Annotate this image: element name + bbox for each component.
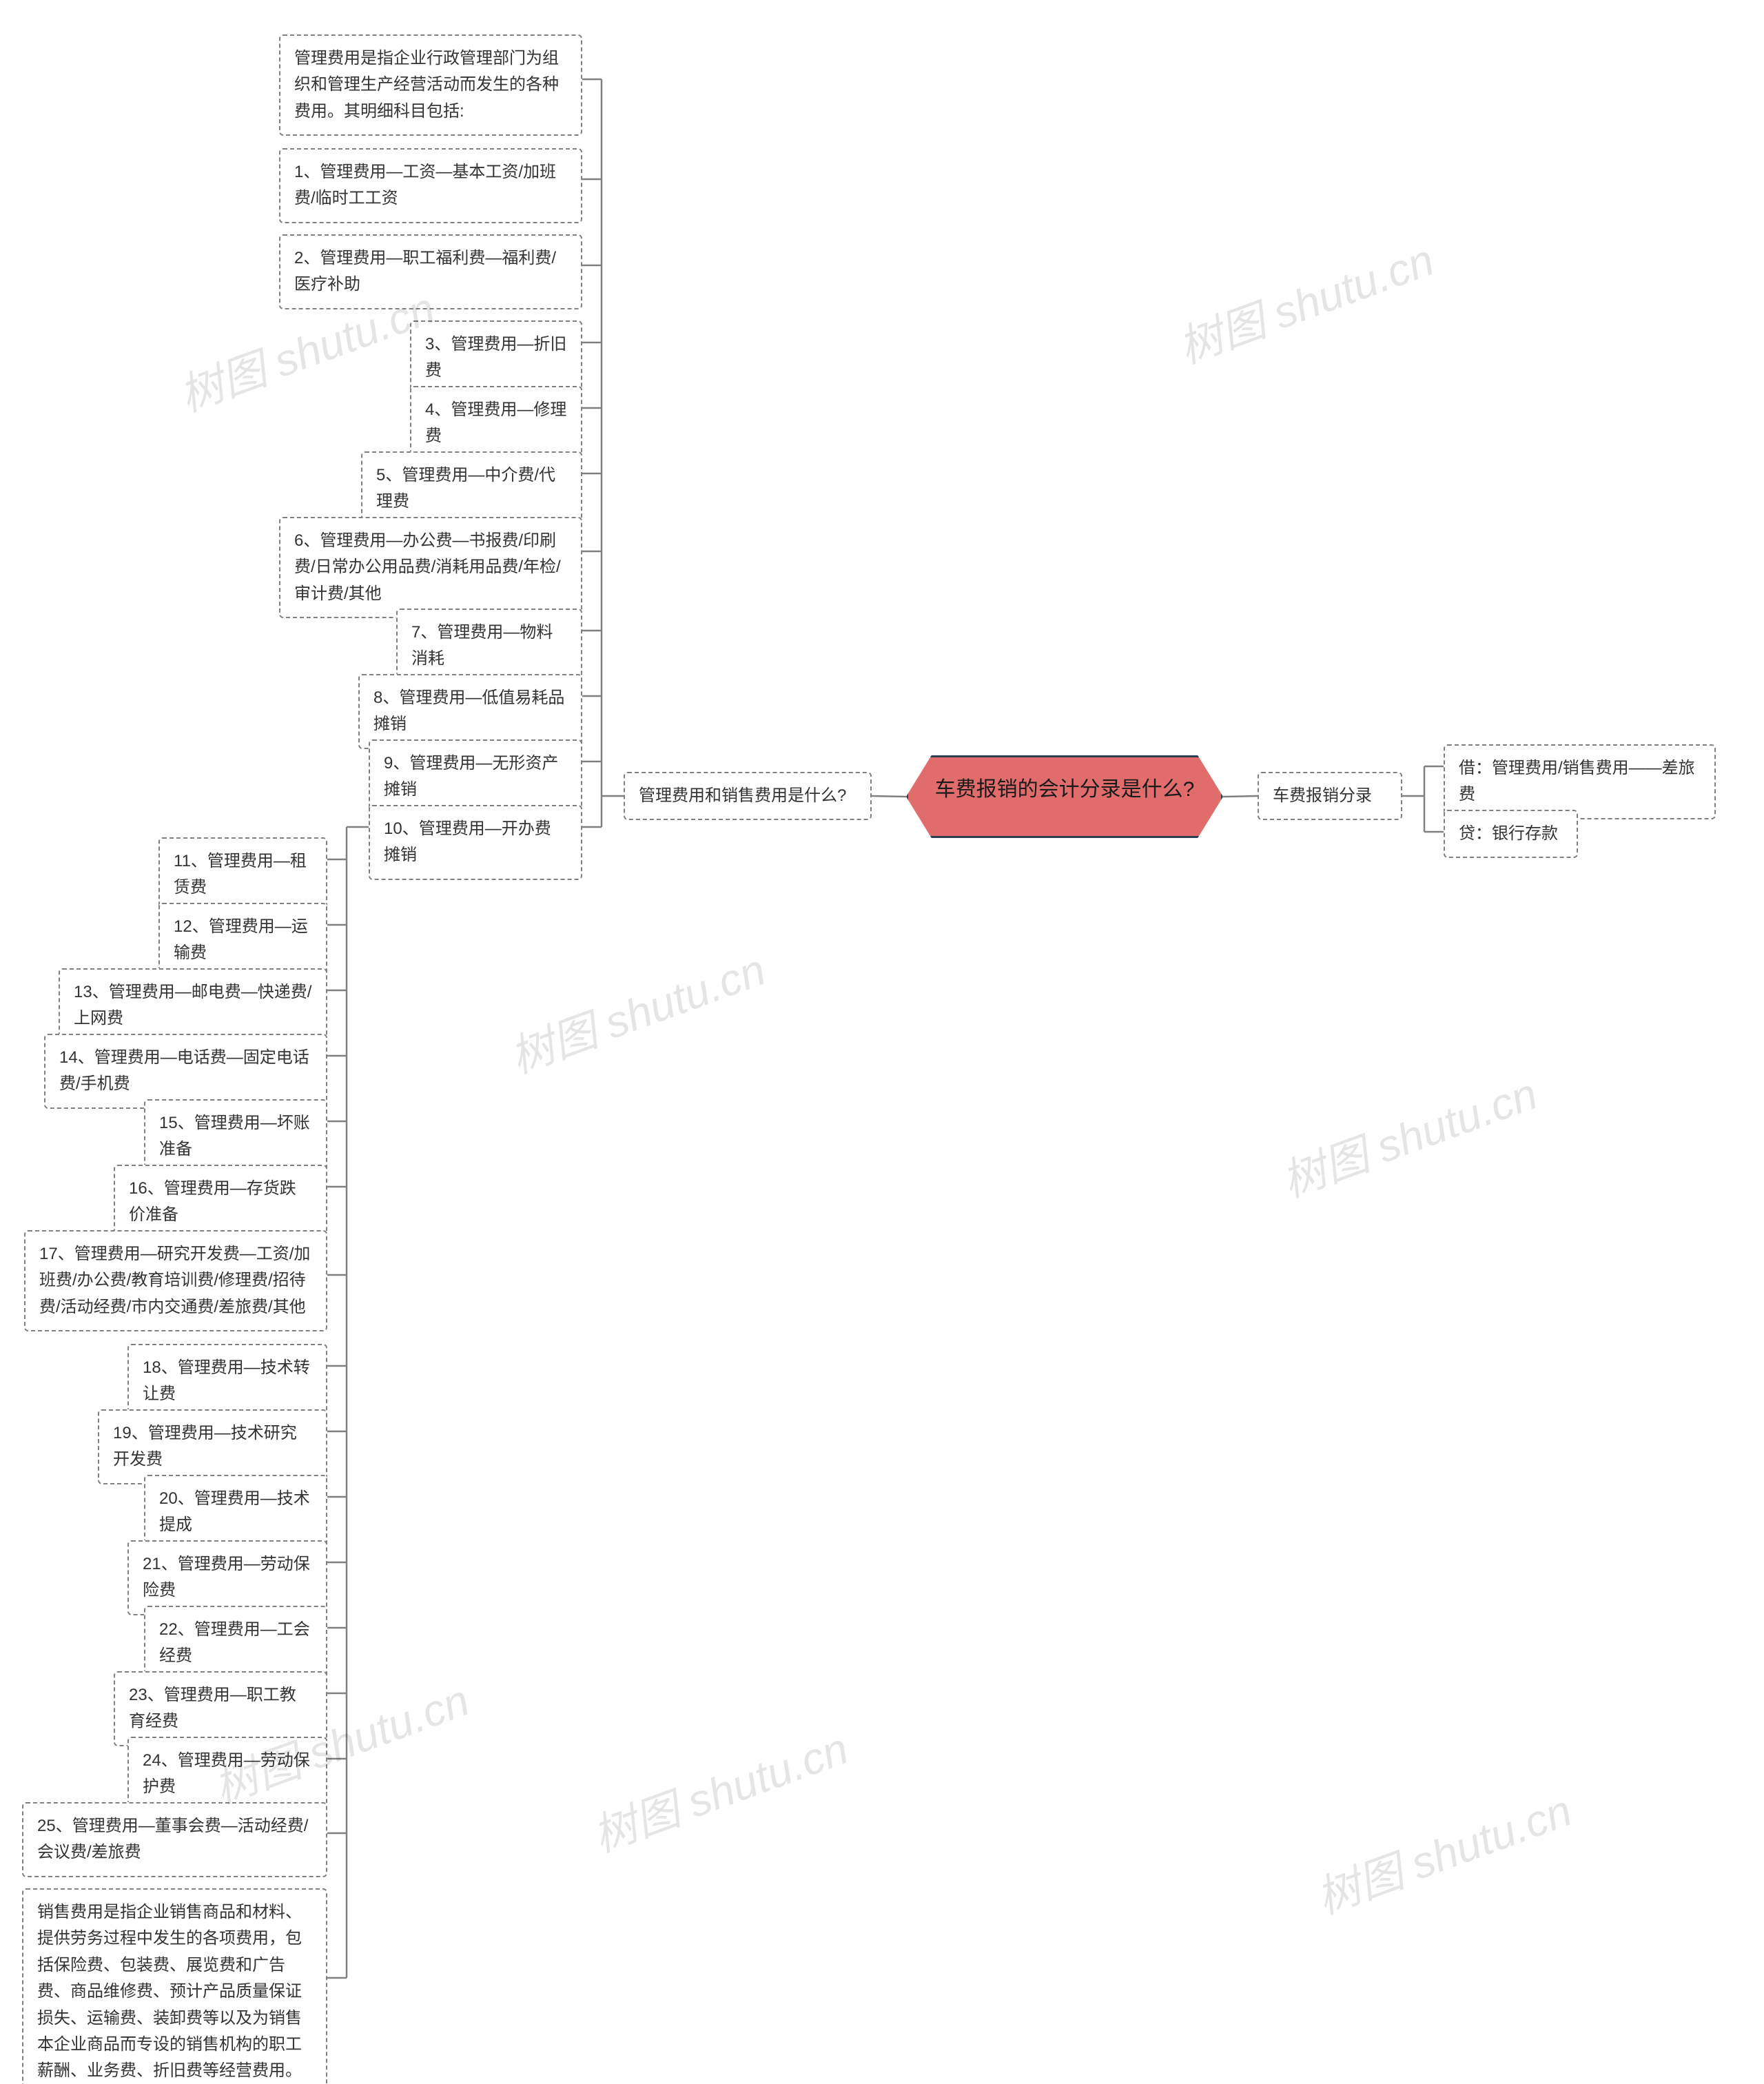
node-label: 管理费用和销售费用是什么? xyxy=(639,783,857,809)
node-label: 借：管理费用/销售费用——差旅费 xyxy=(1459,755,1701,808)
node-label: 13、管理费用—邮电费—快递费/上网费 xyxy=(74,979,312,1032)
node-label: 22、管理费用—工会经费 xyxy=(159,1617,312,1670)
node-l9: 8、管理费用—低值易耗品摊销 xyxy=(358,674,582,749)
node-l7: 6、管理费用—办公费—书报费/印刷费/日常办公用品费/消耗用品费/年检/审计费/… xyxy=(279,517,582,618)
node-l4: 3、管理费用—折旧费 xyxy=(410,320,582,396)
node-l11: 10、管理费用—开办费摊销 xyxy=(369,805,582,880)
node-s20: 20、管理费用—技术提成 xyxy=(144,1475,327,1550)
node-l10: 9、管理费用—无形资产摊销 xyxy=(369,739,582,815)
node-label: 3、管理费用—折旧费 xyxy=(425,331,567,385)
node-l1: 管理费用是指企业行政管理部门为组织和管理生产经营活动而发生的各种费用。其明细科目… xyxy=(279,34,582,136)
node-label: 7、管理费用—物料消耗 xyxy=(411,620,567,673)
node-label: 12、管理费用—运输费 xyxy=(174,914,312,967)
node-label: 19、管理费用—技术研究开发费 xyxy=(113,1420,312,1473)
node-s19: 19、管理费用—技术研究开发费 xyxy=(98,1409,327,1484)
node-label: 5、管理费用—中介费/代理费 xyxy=(376,462,567,515)
node-label: 18、管理费用—技术转让费 xyxy=(143,1355,312,1408)
node-r1: 借：管理费用/销售费用——差旅费 xyxy=(1444,744,1716,819)
node-s15: 15、管理费用—坏账准备 xyxy=(144,1099,327,1174)
node-l3: 2、管理费用—职工福利费—福利费/医疗补助 xyxy=(279,234,582,309)
node-r2: 贷：银行存款 xyxy=(1444,810,1578,858)
watermark: 树图 shutu.cn xyxy=(583,1713,856,1864)
watermark: 树图 shutu.cn xyxy=(1169,225,1442,376)
watermark: 树图 shutu.cn xyxy=(1306,1775,1579,1926)
node-s14: 14、管理费用—电话费—固定电话费/手机费 xyxy=(44,1034,327,1109)
node-label: 8、管理费用—低值易耗品摊销 xyxy=(373,685,567,738)
node-s12: 12、管理费用—运输费 xyxy=(158,903,327,978)
node-s18: 18、管理费用—技术转让费 xyxy=(127,1344,327,1419)
node-label: 车费报销分录 xyxy=(1273,783,1387,809)
node-label: 21、管理费用—劳动保险费 xyxy=(143,1551,312,1604)
node-label: 24、管理费用—劳动保护费 xyxy=(143,1748,312,1801)
node-s22: 22、管理费用—工会经费 xyxy=(144,1606,327,1681)
node-l6: 5、管理费用—中介费/代理费 xyxy=(361,451,582,527)
watermark: 树图 shutu.cn xyxy=(1272,1059,1545,1209)
node-label: 16、管理费用—存货跌价准备 xyxy=(129,1176,312,1229)
node-s23: 23、管理费用—职工教育经费 xyxy=(114,1671,327,1746)
node-label: 25、管理费用—董事会费—活动经费/会议费/差旅费 xyxy=(37,1813,312,1866)
node-l8: 7、管理费用—物料消耗 xyxy=(396,609,582,684)
node-label: 15、管理费用—坏账准备 xyxy=(159,1110,312,1163)
node-label: 14、管理费用—电话费—固定电话费/手机费 xyxy=(59,1045,312,1098)
root-node: 车费报销的会计分录是什么? xyxy=(906,755,1223,838)
node-label: 1、管理费用—工资—基本工资/加班费/临时工工资 xyxy=(294,159,567,212)
node-s11: 11、管理费用—租赁费 xyxy=(158,837,327,912)
node-label: 管理费用是指企业行政管理部门为组织和管理生产经营活动而发生的各种费用。其明细科目… xyxy=(294,45,567,125)
node-label: 10、管理费用—开办费摊销 xyxy=(384,816,567,869)
node-right: 车费报销分录 xyxy=(1258,772,1402,820)
node-label: 9、管理费用—无形资产摊销 xyxy=(384,750,567,804)
node-s21: 21、管理费用—劳动保险费 xyxy=(127,1540,327,1615)
node-l2: 1、管理费用—工资—基本工资/加班费/临时工工资 xyxy=(279,148,582,223)
node-label: 23、管理费用—职工教育经费 xyxy=(129,1682,312,1735)
node-label: 6、管理费用—办公费—书报费/印刷费/日常办公用品费/消耗用品费/年检/审计费/… xyxy=(294,528,567,607)
node-label: 4、管理费用—修理费 xyxy=(425,397,567,450)
node-label: 20、管理费用—技术提成 xyxy=(159,1486,312,1539)
node-label: 贷：银行存款 xyxy=(1459,821,1563,847)
node-label: 17、管理费用—研究开发费—工资/加班费/办公费/教育培训费/修理费/招待费/活… xyxy=(39,1241,312,1320)
node-s17: 17、管理费用—研究开发费—工资/加班费/办公费/教育培训费/修理费/招待费/活… xyxy=(24,1230,327,1331)
diagram-canvas: 车费报销的会计分录是什么? 管理费用和销售费用是什么? 管理费用是指企业行政管理部门… xyxy=(0,0,1764,2084)
node-s16: 16、管理费用—存货跌价准备 xyxy=(114,1165,327,1240)
node-s25: 25、管理费用—董事会费—活动经费/会议费/差旅费 xyxy=(22,1802,327,1877)
node-label: 11、管理费用—租赁费 xyxy=(174,848,312,901)
node-left: 管理费用和销售费用是什么? xyxy=(624,772,872,820)
watermark: 树图 shutu.cn xyxy=(500,934,773,1085)
node-label: 销售费用是指企业销售商品和材料、提供劳务过程中发生的各项费用，包括保险费、包装费… xyxy=(37,1899,312,2084)
node-l5: 4、管理费用—修理费 xyxy=(410,386,582,461)
node-s13: 13、管理费用—邮电费—快递费/上网费 xyxy=(59,968,327,1043)
node-label: 车费报销的会计分录是什么? xyxy=(929,774,1200,805)
node-s24: 24、管理费用—劳动保护费 xyxy=(127,1737,327,1812)
node-label: 2、管理费用—职工福利费—福利费/医疗补助 xyxy=(294,245,567,298)
node-s26: 销售费用是指企业销售商品和材料、提供劳务过程中发生的各项费用，包括保险费、包装费… xyxy=(22,1888,327,2084)
